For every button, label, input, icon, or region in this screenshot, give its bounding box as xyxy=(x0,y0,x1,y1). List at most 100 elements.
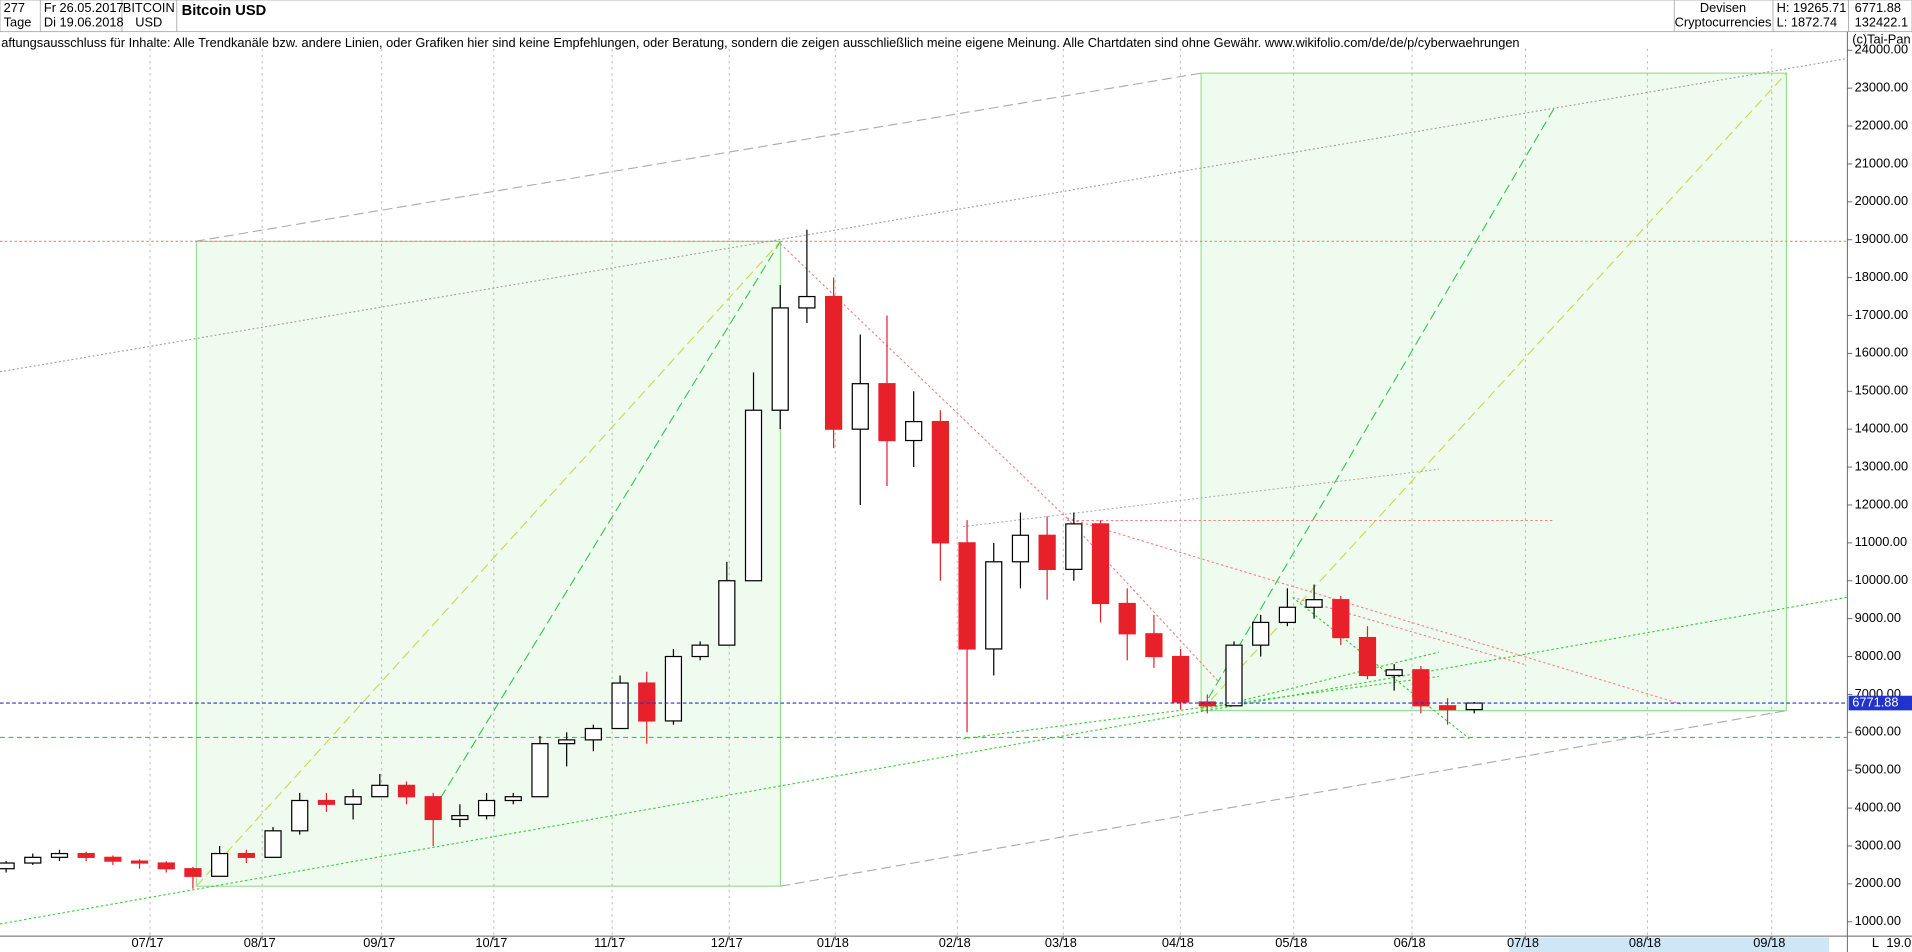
fan-line xyxy=(432,241,781,811)
x-tick-label: 10/17 xyxy=(475,935,507,950)
header-bar xyxy=(0,0,1912,33)
x-tick-label: 07/17 xyxy=(132,935,164,950)
candle-body xyxy=(584,727,602,741)
y-tick-label: 6000.00 xyxy=(1855,724,1901,739)
y-tick-label: 18000.00 xyxy=(1855,269,1908,284)
resistance-line xyxy=(1066,517,1220,683)
fan-line xyxy=(1200,72,1787,712)
candle-body xyxy=(1252,621,1270,646)
candle-body xyxy=(744,409,763,582)
y-tick-label: 8000.00 xyxy=(1855,648,1901,663)
y-tick-label: 12000.00 xyxy=(1855,496,1908,511)
candle-body xyxy=(104,856,122,862)
currency: USD xyxy=(135,15,162,30)
candle-body xyxy=(1412,669,1430,707)
y-tick-label: 1000.00 xyxy=(1855,913,1901,928)
symbol: BITCOIN xyxy=(123,0,175,15)
candle-body xyxy=(317,799,336,805)
y-tick-label: 22000.00 xyxy=(1855,117,1908,132)
candle-body xyxy=(638,682,656,722)
candle-body xyxy=(264,830,282,858)
x-tick-label: 07/18 xyxy=(1507,935,1539,950)
y-tick-label: 23000.00 xyxy=(1855,80,1908,95)
candle-body xyxy=(798,295,816,309)
candle-body xyxy=(1038,534,1056,570)
y-tick-label: 3000.00 xyxy=(1855,837,1901,852)
candle-body xyxy=(1438,705,1457,711)
x-tick-label: 01/18 xyxy=(817,935,849,950)
candle-body xyxy=(50,852,69,858)
y-tick-label: 15000.00 xyxy=(1855,383,1908,398)
support-line xyxy=(0,596,1848,925)
axes: 1000.00 2000.00 3000.00 4000.00 5000.00 6000.… xyxy=(132,42,1912,950)
candle-body xyxy=(1011,534,1030,563)
candle-body xyxy=(958,542,976,650)
candle-body xyxy=(1332,599,1350,639)
candle-body xyxy=(931,420,949,544)
header: 277 Tage Fr 26.05.2017 Di 19.06.2018 BIT… xyxy=(0,0,1912,33)
candle-body xyxy=(824,295,843,430)
candle-body xyxy=(237,852,255,858)
candle-body xyxy=(1358,636,1377,677)
y-tick-label: 13000.00 xyxy=(1855,458,1908,473)
period[interactable]: Tage xyxy=(4,15,32,30)
low: L: 1872.74 xyxy=(1777,15,1838,30)
candle-body xyxy=(0,862,15,870)
trend-line xyxy=(963,468,1439,528)
candle-body xyxy=(771,307,789,411)
drawings xyxy=(0,57,1848,925)
bar-count[interactable]: 277 xyxy=(4,0,25,15)
candle-body xyxy=(664,655,683,722)
chart-title: Bitcoin USD xyxy=(182,3,267,19)
last: 6771.88 xyxy=(1855,0,1901,15)
start-date: Fr 26.05.2017 xyxy=(44,0,124,15)
candle-body xyxy=(371,784,389,798)
market: Devisen xyxy=(1700,0,1746,15)
current-date: 19.06.18 xyxy=(1886,935,1912,950)
candle-body xyxy=(851,383,869,430)
x-tick-label: 06/18 xyxy=(1394,935,1426,950)
trend-line xyxy=(195,72,1202,242)
candle-body xyxy=(558,739,576,745)
candle-body xyxy=(1198,701,1216,707)
y-tick-label: 16000.00 xyxy=(1855,345,1908,360)
candle-body xyxy=(691,644,709,658)
y-tick-label: 2000.00 xyxy=(1855,875,1901,890)
future-zone xyxy=(1509,937,1830,952)
copyright: (c)Tai-Pan xyxy=(1852,32,1910,47)
end-date: Di 19.06.2018 xyxy=(44,15,124,30)
candle-body xyxy=(1171,655,1190,703)
y-tick-label: 10000.00 xyxy=(1855,572,1908,587)
candle-body xyxy=(1225,644,1243,707)
y-tick-label: 24000.00 xyxy=(1855,42,1908,57)
candle-body xyxy=(611,682,629,730)
y-tick-label: 9000.00 xyxy=(1855,610,1901,625)
scale-mode[interactable]: L xyxy=(1872,935,1879,950)
candle-body xyxy=(1305,599,1323,608)
trend-line xyxy=(780,710,1787,887)
x-tick-label: 04/18 xyxy=(1162,935,1194,950)
grid xyxy=(149,48,1773,937)
candle-body xyxy=(24,856,42,864)
last-price-box xyxy=(1848,695,1912,711)
candle-body xyxy=(1118,602,1136,635)
y-tick-label: 5000.00 xyxy=(1855,762,1901,777)
resistance-line xyxy=(1292,596,1525,665)
x-tick-label: 09/18 xyxy=(1753,935,1785,950)
candle-body xyxy=(130,860,149,864)
x-tick-label: 02/18 xyxy=(939,935,971,950)
candle-body xyxy=(718,580,736,646)
support-line xyxy=(963,675,1439,740)
candle-body xyxy=(344,796,362,805)
volume: 132422.1 xyxy=(1855,15,1908,30)
candles xyxy=(0,229,1848,889)
x-tick-label: 08/18 xyxy=(1629,935,1661,950)
candle-body xyxy=(477,799,496,817)
x-tick-label: 12/17 xyxy=(711,935,743,950)
y-tick-label: 20000.00 xyxy=(1855,193,1908,208)
candle-body xyxy=(451,815,469,821)
y-tick-label: 4000.00 xyxy=(1855,799,1901,814)
